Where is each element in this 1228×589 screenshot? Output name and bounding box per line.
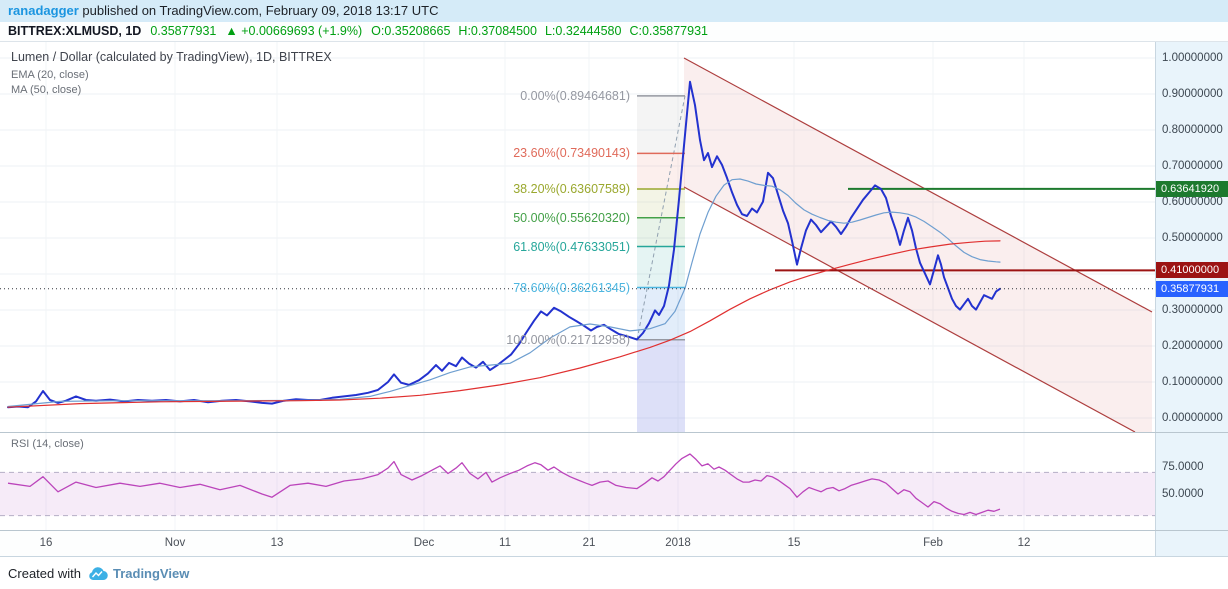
- ohlc-o: O:0.35208665: [371, 24, 451, 38]
- publish-info: published on TradingView.com, February 0…: [78, 3, 439, 18]
- fib-level-label: 61.80%(0.47633051): [513, 239, 630, 254]
- price-axis-tick: 0.70000000: [1162, 160, 1223, 172]
- rsi-indicator-label: RSI (14, close): [11, 438, 84, 450]
- indicator-ma-label: MA (50, close): [11, 84, 82, 96]
- fib-level-label: 100.00%(0.21712958): [506, 332, 630, 347]
- price-line-badge: 0.41000000: [1156, 262, 1228, 279]
- indicator-ema-label: EMA (20, close): [11, 69, 89, 81]
- fib-level-label: 0.00%(0.89464681): [520, 88, 630, 103]
- ohlc-h: H:0.37084500: [458, 24, 537, 38]
- ohlc-values: O:0.35208665 H:0.37084500 L:0.32444580 C:0.…: [371, 22, 708, 41]
- time-axis[interactable]: 16 Nov 13 Dec 11 21 2018 15 Feb 12: [0, 530, 1228, 556]
- price-line-badge: 0.63641920: [1156, 180, 1228, 197]
- price-axis-tick: 0.90000000: [1162, 88, 1223, 100]
- price-axis-tick: 0.10000000: [1162, 376, 1223, 388]
- time-axis-label: 13: [270, 537, 284, 549]
- fib-level-label: 78.60%(0.36261345): [513, 280, 630, 295]
- price-chart-pane[interactable]: Lumen / Dollar (calculated by TradingVie…: [0, 42, 1155, 432]
- price-axis-tick: 0.30000000: [1162, 304, 1223, 316]
- ohlc-l: L:0.32444580: [544, 24, 622, 38]
- time-axis-label: Feb: [923, 537, 943, 549]
- rsi-axis: 75.0000 50.0000: [1155, 433, 1228, 530]
- rsi-pane[interactable]: RSI (14, close): [0, 433, 1155, 530]
- time-axis-label: Nov: [164, 537, 186, 549]
- tradingview-logo-icon: [89, 566, 108, 580]
- time-axis-label: 16: [39, 537, 53, 549]
- ohlc-c: C:0.35877931: [629, 24, 708, 38]
- price-axis-tick: 0.20000000: [1162, 340, 1223, 352]
- rsi-row: RSI (14, close) 75.0000 50.0000: [0, 432, 1228, 530]
- chart-legend: Lumen / Dollar (calculated by TradingVie…: [11, 50, 332, 98]
- rsi-axis-tick: 50.0000: [1162, 488, 1204, 500]
- publish-bar: ranadagger published on TradingView.com,…: [0, 0, 1228, 22]
- price-axis-tick: 0.60000000: [1162, 196, 1223, 208]
- author-link[interactable]: ranadagger: [8, 3, 79, 18]
- chart-title: Lumen / Dollar (calculated by TradingVie…: [11, 50, 332, 64]
- tradingview-brand-link[interactable]: TradingView: [88, 566, 189, 581]
- time-axis-label: Dec: [413, 537, 435, 549]
- fib-level-label: 50.00%(0.55620320): [513, 210, 630, 225]
- symbol-bar: BITTREX:XLMUSD, 1D 0.35877931 ▲ +0.00669…: [0, 22, 1228, 42]
- rsi-chart-canvas[interactable]: [0, 433, 1155, 530]
- footer: Created with TradingView: [0, 556, 1228, 589]
- created-with-text: Created with: [8, 565, 81, 581]
- price-axis[interactable]: 1.00000000 0.90000000 0.80000000 0.70000000…: [1155, 42, 1228, 432]
- axis-corner: [1155, 531, 1228, 556]
- fib-level-label: 23.60%(0.73490143): [513, 146, 630, 161]
- rsi-axis-tick: 75.0000: [1162, 461, 1204, 473]
- time-axis-label: 21: [582, 537, 596, 549]
- time-axis-label: 11: [499, 537, 511, 549]
- price-change: ▲ +0.00669693 (+1.9%): [225, 24, 363, 38]
- price-axis-tick: 0.00000000: [1162, 412, 1223, 424]
- price-axis-tick: 1.00000000: [1162, 52, 1223, 64]
- last-price-badge: 0.35877931: [1156, 280, 1228, 297]
- price-chart-canvas[interactable]: [0, 42, 1155, 432]
- fib-level-label: 38.20%(0.63607589): [513, 182, 630, 196]
- time-axis-label: 2018: [665, 537, 691, 549]
- symbol-name: BITTREX:XLMUSD, 1D: [8, 24, 142, 38]
- time-axis-label: 15: [787, 537, 801, 549]
- last-price-value: 0.35877931: [150, 24, 217, 38]
- main-chart-row: Lumen / Dollar (calculated by TradingVie…: [0, 42, 1228, 432]
- price-axis-tick: 0.80000000: [1162, 124, 1223, 136]
- tradingview-brand-text: TradingView: [112, 565, 190, 581]
- price-axis-tick: 0.50000000: [1162, 232, 1223, 244]
- time-axis-label: 12: [1017, 537, 1031, 549]
